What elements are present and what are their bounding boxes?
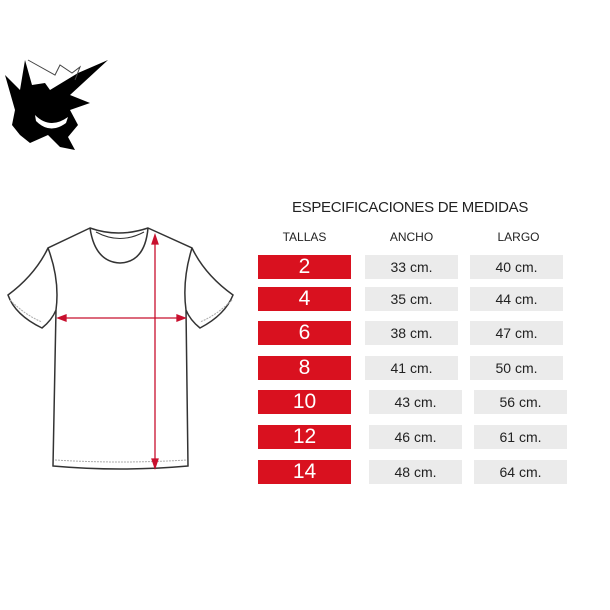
length-cell: 40 cm. <box>470 255 563 279</box>
width-cell: 41 cm. <box>365 356 458 380</box>
length-cell: 64 cm. <box>474 460 567 484</box>
page-title: ESPECIFICACIONES DE MEDIDAS <box>291 199 529 216</box>
length-cell: 61 cm. <box>474 425 567 449</box>
header-length: LARGO <box>497 230 540 244</box>
width-cell: 48 cm. <box>369 460 462 484</box>
length-cell: 56 cm. <box>474 390 567 414</box>
header-width: ANCHO <box>389 230 434 244</box>
length-cell: 47 cm. <box>470 321 563 345</box>
tshirt-diagram <box>7 227 234 471</box>
width-cell: 43 cm. <box>369 390 462 414</box>
length-cell: 44 cm. <box>470 287 563 311</box>
size-cell: 10 <box>258 390 351 414</box>
width-cell: 38 cm. <box>365 321 458 345</box>
ghost-logo <box>5 59 108 150</box>
width-cell: 35 cm. <box>365 287 458 311</box>
width-cell: 33 cm. <box>365 255 458 279</box>
size-cell: 8 <box>258 356 351 380</box>
size-cell: 4 <box>258 287 351 311</box>
size-cell: 14 <box>258 460 351 484</box>
size-cell: 12 <box>258 425 351 449</box>
size-cell: 2 <box>258 255 351 279</box>
size-cell: 6 <box>258 321 351 345</box>
length-cell: 50 cm. <box>470 356 563 380</box>
header-sizes: TALLAS <box>282 230 327 244</box>
width-cell: 46 cm. <box>369 425 462 449</box>
